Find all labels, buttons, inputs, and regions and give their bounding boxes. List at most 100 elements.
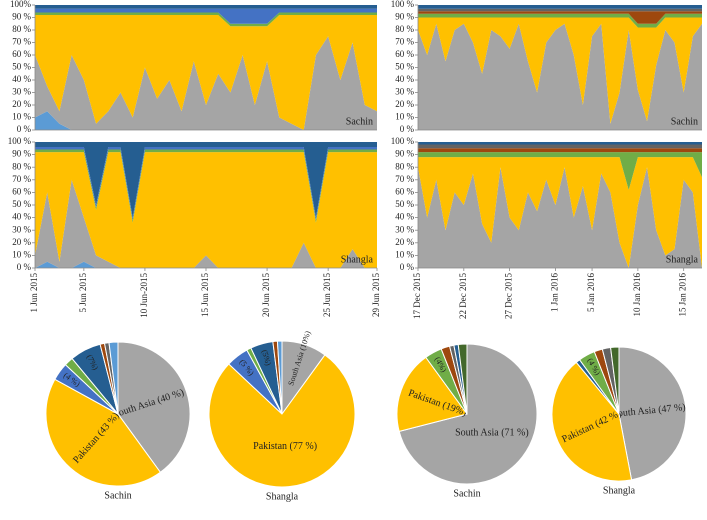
- panel-label: Sachin: [671, 116, 698, 127]
- area-chart: 0 % 10 % 20 % 30 % 40 % 50 % 60 % 70 % 80 % 90 % 1…: [391, 0, 702, 134]
- y-tick-label: 0 %: [400, 124, 415, 134]
- pie-title: Sachin: [453, 488, 480, 499]
- area-series: [35, 8, 377, 24]
- y-tick-label: 0 %: [17, 262, 32, 272]
- y-tick-label: 70 %: [12, 174, 31, 184]
- y-tick-label: 80 %: [395, 161, 414, 171]
- pie-slice: [610, 346, 620, 415]
- area-series: [418, 157, 702, 268]
- x-tick-label: 27 Dec 2015: [504, 273, 514, 319]
- area-series: [418, 152, 702, 190]
- x-tick-label: 1 Jan 2016: [549, 273, 559, 312]
- y-tick-label: 60 %: [395, 186, 414, 196]
- y-tick-label: 100 %: [391, 0, 415, 9]
- area-series: [418, 23, 702, 130]
- pie-chart: South Asia (47 %)Pakistan (42 %)(4 %)Sha…: [551, 346, 687, 496]
- slice-label: (5%): [260, 349, 273, 367]
- y-tick-label: 70 %: [395, 37, 414, 47]
- area-series: [35, 5, 377, 9]
- y-tick-label: 10 %: [395, 112, 414, 122]
- area-chart: 0 % 10 % 20 % 30 % 40 % 50 % 60 % 70 % 80 % 90 % 1…: [391, 136, 702, 319]
- area-series: [418, 144, 702, 149]
- panel-label: Shangla: [666, 254, 699, 265]
- area-series: [35, 12, 377, 27]
- y-tick-label: 40 %: [395, 74, 414, 84]
- y-tick-label: 30 %: [395, 224, 414, 234]
- x-tick-label: 10 Jun-2015: [139, 273, 149, 318]
- x-tick-label: 15 Jan 2016: [678, 273, 688, 317]
- y-tick-label: 60 %: [12, 49, 31, 59]
- pie-chart: South Asia (10%)Pakistan (77 %)(5 %) (5%)…: [208, 329, 356, 502]
- y-tick-label: 100 %: [8, 136, 32, 146]
- y-tick-label: 20 %: [12, 99, 31, 109]
- y-tick-label: 10 %: [12, 249, 31, 259]
- area-series: [35, 152, 377, 268]
- area-series: [418, 17, 702, 124]
- x-tick-label: 1 Jun 2015: [29, 273, 39, 313]
- y-tick-label: 100%: [10, 0, 32, 9]
- pie-slice: [276, 340, 283, 415]
- y-tick-label: 100 %: [391, 136, 415, 146]
- y-tick-label: 80 %: [12, 161, 31, 171]
- y-tick-label: 90 %: [12, 12, 31, 22]
- x-tick-label: 25 Jun 2015: [322, 273, 332, 318]
- pie-slice: [45, 378, 162, 487]
- pie-slice: [618, 346, 687, 481]
- x-tick-label: 17 Dec 2015: [412, 273, 422, 319]
- y-tick-label: 90 %: [12, 149, 31, 159]
- y-tick-label: 50 %: [12, 62, 31, 72]
- pie-slice: [208, 354, 356, 488]
- pie-slice: [108, 341, 119, 415]
- area-series: [418, 11, 702, 24]
- slice-label: South Asia (71 %): [455, 428, 529, 439]
- y-tick-label: 80 %: [12, 24, 31, 34]
- area-series: [418, 5, 702, 9]
- y-tick-label: 90 %: [395, 12, 414, 22]
- x-tick-label: 15 Jun 2015: [200, 273, 210, 318]
- pie-chart: South Asia (71 %)Pakistan (19%)(4%)Sachi…: [396, 343, 538, 499]
- area-series: [35, 15, 377, 130]
- y-tick-label: 40 %: [12, 74, 31, 84]
- y-tick-label: 20 %: [395, 99, 414, 109]
- pie-slice: [457, 343, 468, 415]
- panel-label: Sachin: [346, 116, 373, 127]
- y-tick-label: 60 %: [395, 49, 414, 59]
- x-tick-label: 5 Jan 2016: [586, 273, 596, 312]
- pie-slice: [396, 356, 468, 433]
- pie-slice: [398, 343, 538, 485]
- x-tick-label: 20 Jun 2015: [261, 273, 271, 318]
- pie-title: Sachin: [104, 490, 131, 501]
- pie-slice: [551, 361, 633, 482]
- y-tick-label: 80 %: [395, 24, 414, 34]
- y-tick-label: 40 %: [395, 212, 414, 222]
- pie-title: Shangla: [603, 485, 636, 496]
- x-tick-label: 29 Jun 2015: [371, 273, 381, 318]
- y-tick-label: 20 %: [395, 237, 414, 247]
- y-tick-label: 10 %: [395, 249, 414, 259]
- x-tick-label: 10 Jan 2016: [632, 273, 642, 317]
- y-tick-label: 30 %: [12, 87, 31, 97]
- y-tick-label: 60 %: [12, 186, 31, 196]
- y-tick-label: 20 %: [12, 237, 31, 247]
- y-tick-label: 0 %: [17, 124, 32, 134]
- area-series: [418, 148, 702, 153]
- y-tick-label: 50 %: [395, 62, 414, 72]
- y-tick-label: 10 %: [12, 112, 31, 122]
- y-tick-label: 40 %: [12, 212, 31, 222]
- area-series: [418, 142, 702, 145]
- pie-title: Shangla: [266, 491, 299, 502]
- area-series: [418, 8, 702, 12]
- y-tick-label: 30 %: [395, 87, 414, 97]
- panel-label: Shangla: [341, 254, 374, 265]
- y-tick-label: 70 %: [12, 37, 31, 47]
- y-tick-label: 50 %: [395, 199, 414, 209]
- area-series: [418, 167, 702, 268]
- y-tick-label: 0 %: [400, 262, 415, 272]
- x-tick-label: 5 Jun 2015: [78, 273, 88, 313]
- area-series: [35, 179, 377, 268]
- area-chart: 0 % 10 % 20 % 30 % 40 % 50 % 60 % 70 % 80 % 90 % 1…: [8, 136, 381, 318]
- area-chart: 0 % 10 % 20 % 30 % 40 % 50 % 60 % 70 % 80 % 90 % 1…: [10, 0, 377, 134]
- slice-label: Pakistan (77 %): [253, 441, 317, 452]
